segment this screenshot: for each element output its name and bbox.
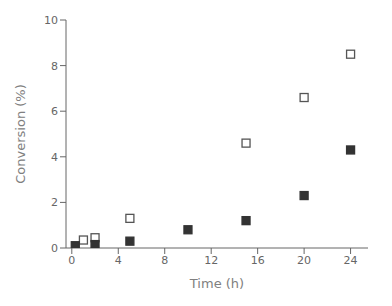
svg-text:8: 8 <box>51 60 58 73</box>
svg-text:6: 6 <box>51 105 58 118</box>
svg-text:4: 4 <box>51 151 58 164</box>
svg-text:4: 4 <box>115 254 122 267</box>
svg-text:8: 8 <box>161 254 168 267</box>
svg-text:0: 0 <box>68 254 75 267</box>
svg-text:10: 10 <box>44 14 58 27</box>
svg-text:12: 12 <box>204 254 218 267</box>
svg-text:16: 16 <box>251 254 265 267</box>
svg-text:2: 2 <box>51 196 58 209</box>
svg-text:20: 20 <box>297 254 311 267</box>
svg-text:0: 0 <box>51 242 58 255</box>
svg-text:Time (h): Time (h) <box>189 276 244 291</box>
svg-text:Conversion (%): Conversion (%) <box>13 84 28 184</box>
svg-text:24: 24 <box>344 254 358 267</box>
